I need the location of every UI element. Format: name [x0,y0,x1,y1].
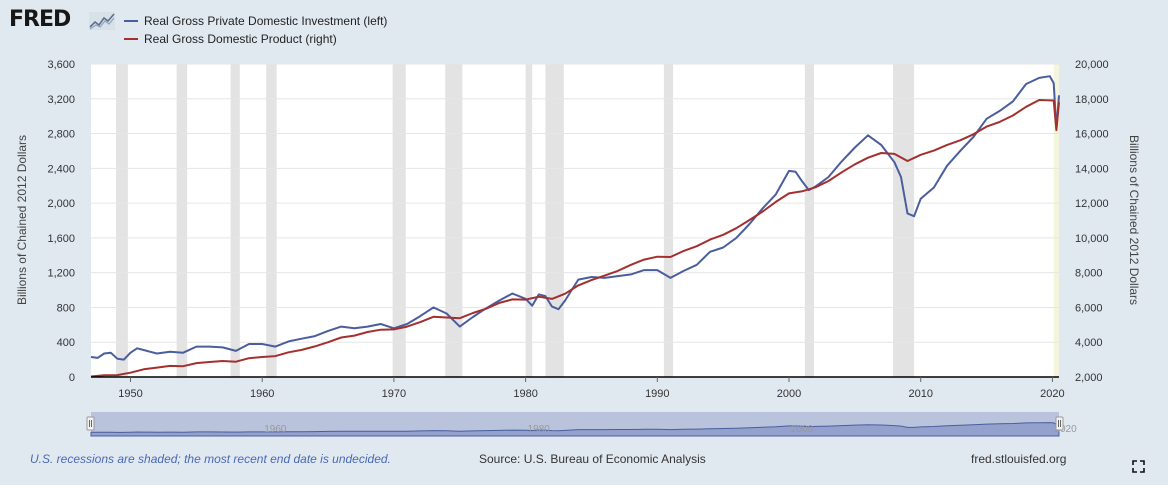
expand-icon[interactable] [1132,460,1145,473]
x-tick-label: 1990 [645,388,669,400]
legend-label-gdp: Real Gross Domestic Product (right) [144,32,337,46]
y-tick-right-label: 18,000 [1075,94,1109,106]
site-link[interactable]: fred.stlouisfed.org [971,452,1067,466]
x-tick-label: 1970 [382,388,406,400]
x-axis-ticks: 1950 1960 1970 1980 1990 2000 2010 2020 [118,377,1065,400]
y-tick-left-label: 3,200 [47,94,75,106]
y-tick-right-label: 12,000 [1075,198,1109,210]
y-axis-right-ticks: 2,000 4,000 6,000 8,000 10,000 12,000 14,000 16… [1075,59,1109,384]
recession-band [804,64,815,377]
y-tick-right-label: 20,000 [1075,59,1109,71]
navigator-label: 2020 [1054,424,1077,435]
recession-band [663,64,674,377]
navigator-label: 1960 [264,424,287,435]
y-tick-right-label: 16,000 [1075,129,1109,141]
y-tick-right-label: 8,000 [1075,268,1103,280]
y-axis-left-label: Billions of Chained 2012 Dollars [15,135,29,305]
recession-band [266,64,277,377]
fred-logo[interactable]: FRED [9,7,71,32]
x-tick-label: 2000 [777,388,801,400]
navigator-label: 2000 [791,424,814,435]
recession-band [392,64,406,377]
series-line-gdp[interactable] [90,99,1060,378]
source-note: Source: U.S. Bureau of Economic Analysis [479,452,706,466]
recession-band [545,64,564,377]
navigator-labels: 1960 1980 2000 2020 [264,424,1077,435]
x-tick-label: 1980 [513,388,537,400]
x-tick-label: 1960 [250,388,274,400]
y-tick-left-label: 2,000 [47,198,75,210]
legend: Real Gross Private Domestic Investment (… [124,12,387,48]
y-tick-left-label: 800 [57,302,75,314]
series-line-investment[interactable] [90,75,1060,361]
y-tick-left-label: 3,600 [47,59,75,71]
y-tick-left-label: 400 [57,337,75,349]
y-tick-right-label: 4,000 [1075,337,1103,349]
x-tick-label: 2010 [908,388,932,400]
recession-band [525,64,533,377]
y-tick-left-label: 2,400 [47,163,75,175]
x-tick-label: 1950 [118,388,142,400]
y-axis-right-label: Billions of Chained 2012 Dollars [1127,135,1141,305]
navigator-handle-right[interactable] [1055,416,1064,431]
recession-band [893,64,915,377]
recession-band [1053,64,1059,377]
y-tick-right-label: 2,000 [1075,372,1103,384]
navigator-label: 1980 [528,424,551,435]
fred-graph-icon [89,12,115,30]
recession-band [116,64,128,377]
y-tick-left-label: 0 [69,372,75,384]
y-tick-right-label: 6,000 [1075,302,1103,314]
y-tick-left-label: 2,800 [47,129,75,141]
y-tick-right-label: 10,000 [1075,233,1109,245]
y-tick-left-label: 1,200 [47,268,75,280]
y-tick-right-label: 14,000 [1075,163,1109,175]
recession-band [230,64,240,377]
y-tick-left-label: 1,600 [47,233,75,245]
x-tick-label: 2020 [1040,388,1064,400]
series-lines [90,75,1060,378]
legend-swatch-gdp [124,38,138,40]
y-axis-left-ticks: 0 400 800 1,200 1,600 2,000 2,400 2,800 3,200 3,6… [47,59,75,384]
legend-swatch-investment [124,20,138,22]
recession-band [176,64,188,377]
recession-band [445,64,463,377]
legend-item-investment[interactable]: Real Gross Private Domestic Investment (… [124,12,387,30]
legend-item-gdp[interactable]: Real Gross Domestic Product (right) [124,30,387,48]
navigator-area [90,422,1060,437]
navigator-handle-left[interactable] [86,416,95,431]
legend-label-investment: Real Gross Private Domestic Investment (… [144,14,388,28]
recession-note: U.S. recessions are shaded; the most rec… [30,452,391,466]
navigator[interactable]: 1960 1980 2000 2020 [86,412,1077,437]
recession-bands [116,64,1059,377]
